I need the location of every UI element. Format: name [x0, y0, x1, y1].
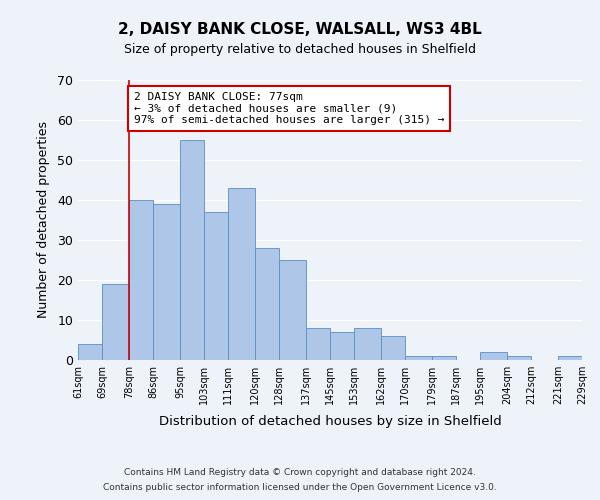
Y-axis label: Number of detached properties: Number of detached properties: [37, 122, 50, 318]
Bar: [432, 356, 456, 360]
Bar: [255, 248, 279, 360]
X-axis label: Distribution of detached houses by size in Shelfield: Distribution of detached houses by size …: [158, 416, 502, 428]
Bar: [279, 260, 306, 360]
Text: 2 DAISY BANK CLOSE: 77sqm
← 3% of detached houses are smaller (9)
97% of semi-de: 2 DAISY BANK CLOSE: 77sqm ← 3% of detach…: [133, 92, 444, 125]
Bar: [180, 140, 204, 360]
Bar: [480, 352, 507, 360]
Bar: [558, 356, 582, 360]
Text: 2, DAISY BANK CLOSE, WALSALL, WS3 4BL: 2, DAISY BANK CLOSE, WALSALL, WS3 4BL: [118, 22, 482, 38]
Text: Contains HM Land Registry data © Crown copyright and database right 2024.: Contains HM Land Registry data © Crown c…: [124, 468, 476, 477]
Bar: [102, 284, 129, 360]
Text: Contains public sector information licensed under the Open Government Licence v3: Contains public sector information licen…: [103, 483, 497, 492]
Bar: [228, 188, 255, 360]
Bar: [204, 212, 228, 360]
Bar: [78, 344, 102, 360]
Text: Size of property relative to detached houses in Shelfield: Size of property relative to detached ho…: [124, 42, 476, 56]
Bar: [507, 356, 531, 360]
Bar: [405, 356, 432, 360]
Bar: [306, 328, 330, 360]
Bar: [153, 204, 180, 360]
Bar: [354, 328, 381, 360]
Bar: [129, 200, 153, 360]
Bar: [330, 332, 354, 360]
Bar: [381, 336, 405, 360]
